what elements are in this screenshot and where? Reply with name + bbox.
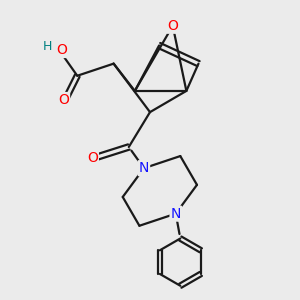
Text: N: N xyxy=(139,161,149,175)
Text: O: O xyxy=(167,19,178,33)
Text: O: O xyxy=(87,151,98,165)
Text: O: O xyxy=(57,43,68,57)
Text: O: O xyxy=(58,93,69,107)
Text: N: N xyxy=(171,207,181,220)
Text: H: H xyxy=(43,40,52,53)
